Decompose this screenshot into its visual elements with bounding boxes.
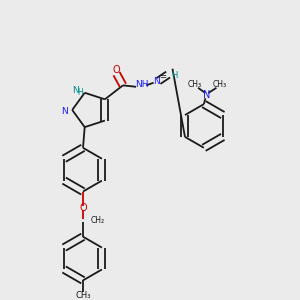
Text: O: O xyxy=(113,64,120,75)
Text: =: = xyxy=(159,72,166,81)
Text: N: N xyxy=(203,90,210,100)
Text: N: N xyxy=(72,86,79,95)
Text: N: N xyxy=(61,107,68,116)
Text: CH₂: CH₂ xyxy=(90,216,104,225)
Text: NH: NH xyxy=(135,80,148,89)
Text: O: O xyxy=(79,203,87,213)
Text: N: N xyxy=(153,77,160,86)
Text: H: H xyxy=(78,88,83,97)
Text: H: H xyxy=(171,70,177,80)
Text: CH₃: CH₃ xyxy=(212,80,226,89)
Text: CH₃: CH₃ xyxy=(75,291,91,300)
Text: CH₃: CH₃ xyxy=(188,80,202,89)
